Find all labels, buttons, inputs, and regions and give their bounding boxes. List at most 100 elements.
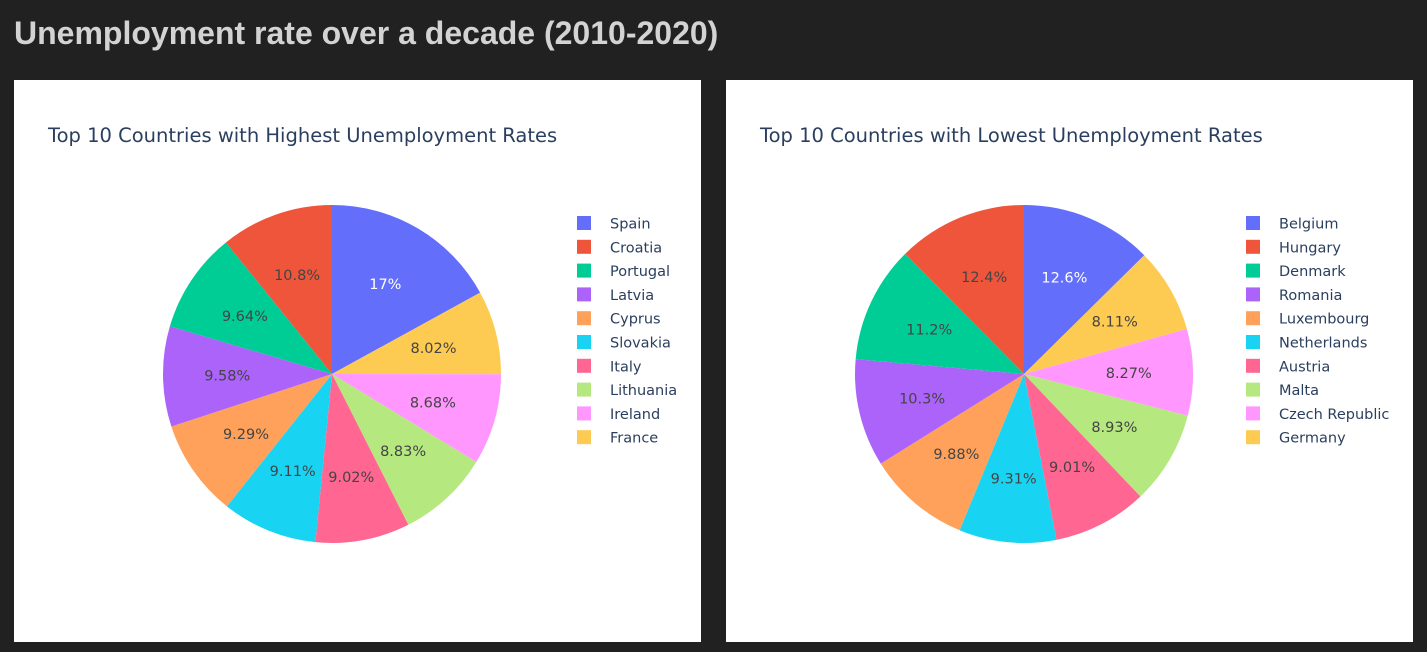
legend-swatch <box>577 239 591 254</box>
legend-item-cyprus[interactable]: Cyprus <box>577 311 661 328</box>
slice-label-czech-republic: 8.27% <box>1106 366 1152 382</box>
slice-label-ireland: 8.68% <box>410 395 456 411</box>
pie-slice-lithuania[interactable] <box>332 374 477 525</box>
legend-label: Belgium <box>1279 217 1338 233</box>
pie-slice-spain[interactable] <box>332 205 481 374</box>
chart-legend: Belgium Hungary Denmark Romania Luxembourg Ne… <box>1246 216 1389 447</box>
legend-swatch <box>577 287 591 302</box>
chart-legend: Spain Croatia Portugal Latvia Cyprus Slovakia… <box>577 216 677 447</box>
pie-slice-latvia[interactable] <box>163 326 332 427</box>
legend-item-belgium[interactable]: Belgium <box>1246 216 1338 233</box>
legend-swatch <box>1246 216 1260 230</box>
slice-label-croatia: 10.8% <box>274 268 320 284</box>
legend-label: Portugal <box>610 264 670 280</box>
pie-slice-austria[interactable] <box>1024 374 1141 540</box>
legend-label: Cyprus <box>610 312 661 328</box>
legend-item-austria[interactable]: Austria <box>1246 358 1330 376</box>
legend-label: Hungary <box>1279 240 1341 256</box>
pie-slice-labels: 12.6% 8.11% 8.27% 8.93% 9.01% 9.31% 9.88% 10.3%… <box>899 270 1152 487</box>
chart-title: Top 10 Countries with Lowest Unemploymen… <box>759 124 1263 147</box>
pie-slice-portugal[interactable] <box>169 242 332 374</box>
legend-swatch <box>1246 287 1260 302</box>
slice-label-slovakia: 9.11% <box>270 464 316 480</box>
chart-title: Top 10 Countries with Highest Unemployme… <box>47 124 557 147</box>
legend-label: Latvia <box>610 288 654 304</box>
slice-label-luxembourg: 9.88% <box>933 447 979 463</box>
legend-item-slovakia[interactable]: Slovakia <box>577 335 671 352</box>
legend-label: Luxembourg <box>1279 312 1369 328</box>
slice-label-germany: 8.11% <box>1092 315 1138 331</box>
pie-slices <box>855 205 1193 544</box>
pie-slice-slovakia[interactable] <box>226 374 332 543</box>
highest-unemployment-chart-panel: Top 10 Countries with Highest Unemployme… <box>14 80 701 642</box>
slice-label-netherlands: 9.31% <box>991 471 1037 487</box>
legend-label: Czech Republic <box>1279 407 1389 423</box>
legend-swatch <box>577 216 591 230</box>
pie-slices <box>163 205 502 543</box>
pie-slice-croatia[interactable] <box>225 205 332 374</box>
legend-item-croatia[interactable]: Croatia <box>577 239 662 256</box>
legend-swatch <box>1246 239 1260 254</box>
pie-slice-germany[interactable] <box>1024 255 1187 374</box>
legend-swatch <box>577 358 591 373</box>
legend-swatch <box>577 311 591 326</box>
lowest-unemployment-chart-panel: Top 10 Countries with Lowest Unemploymen… <box>726 80 1413 642</box>
legend-label: Austria <box>1279 359 1330 375</box>
pie-slice-luxembourg[interactable] <box>880 374 1024 531</box>
legend-label: Netherlands <box>1279 336 1367 352</box>
legend-swatch <box>577 335 591 349</box>
slice-label-latvia: 9.58% <box>204 369 250 385</box>
pie-slice-italy[interactable] <box>315 374 409 543</box>
pie-slice-malta[interactable] <box>1024 374 1188 497</box>
legend-swatch <box>1246 406 1260 421</box>
slice-label-portugal: 9.64% <box>222 309 268 325</box>
pie-slice-hungary[interactable] <box>905 205 1024 374</box>
legend-swatch <box>1246 358 1260 373</box>
legend-label: France <box>610 431 658 447</box>
legend-label: Denmark <box>1279 264 1346 280</box>
slice-label-cyprus: 9.29% <box>223 427 269 443</box>
legend-item-latvia[interactable]: Latvia <box>577 287 654 304</box>
legend-label: Italy <box>610 359 642 375</box>
pie-slice-denmark[interactable] <box>855 253 1024 374</box>
slice-label-austria: 9.01% <box>1049 460 1095 476</box>
legend-item-romania[interactable]: Romania <box>1246 287 1342 304</box>
legend-swatch <box>1246 382 1260 397</box>
legend-item-ireland[interactable]: Ireland <box>577 406 660 423</box>
pie-slice-cyprus[interactable] <box>171 374 332 507</box>
legend-item-france[interactable]: France <box>577 430 658 447</box>
slice-label-hungary: 12.4% <box>961 270 1007 286</box>
legend-label: Ireland <box>610 407 660 423</box>
pie-slice-czech-republic[interactable] <box>1024 328 1193 416</box>
slice-label-romania: 10.3% <box>899 391 945 407</box>
legend-item-malta[interactable]: Malta <box>1246 382 1319 400</box>
slice-label-denmark: 11.2% <box>906 322 952 338</box>
legend-item-hungary[interactable]: Hungary <box>1246 239 1341 256</box>
slice-label-spain: 17% <box>369 277 401 293</box>
slice-label-belgium: 12.6% <box>1041 270 1087 286</box>
pie-slice-netherlands[interactable] <box>959 374 1057 544</box>
legend-item-luxembourg[interactable]: Luxembourg <box>1246 311 1369 328</box>
pie-slice-france[interactable] <box>332 292 502 375</box>
legend-item-denmark[interactable]: Denmark <box>1246 263 1346 281</box>
legend-item-portugal[interactable]: Portugal <box>577 263 670 281</box>
pie-slice-belgium[interactable] <box>1024 205 1145 374</box>
highest-unemployment-pie-chart: Top 10 Countries with Highest Unemployme… <box>47 124 677 543</box>
legend-swatch <box>1246 311 1260 326</box>
legend-label: Germany <box>1279 431 1346 447</box>
legend-item-germany[interactable]: Germany <box>1246 430 1346 447</box>
legend-item-spain[interactable]: Spain <box>577 216 651 233</box>
pie-slice-ireland[interactable] <box>332 374 501 462</box>
legend-swatch <box>1246 335 1260 349</box>
lowest-unemployment-pie-chart: Top 10 Countries with Lowest Unemploymen… <box>759 124 1389 544</box>
legend-item-czech-republic[interactable]: Czech Republic <box>1246 406 1389 423</box>
legend-item-netherlands[interactable]: Netherlands <box>1246 335 1367 352</box>
legend-label: Lithuania <box>610 383 677 399</box>
pie-slice-romania[interactable] <box>855 359 1024 464</box>
legend-item-italy[interactable]: Italy <box>577 358 642 376</box>
slice-label-malta: 8.93% <box>1091 420 1137 436</box>
legend-label: Spain <box>610 217 651 233</box>
legend-item-lithuania[interactable]: Lithuania <box>577 382 677 400</box>
pie-slice-labels: 17% 8.02% 8.68% 8.83% 9.02% 9.11% 9.29% 9.58% 9.… <box>204 268 456 486</box>
legend-swatch <box>1246 263 1260 278</box>
